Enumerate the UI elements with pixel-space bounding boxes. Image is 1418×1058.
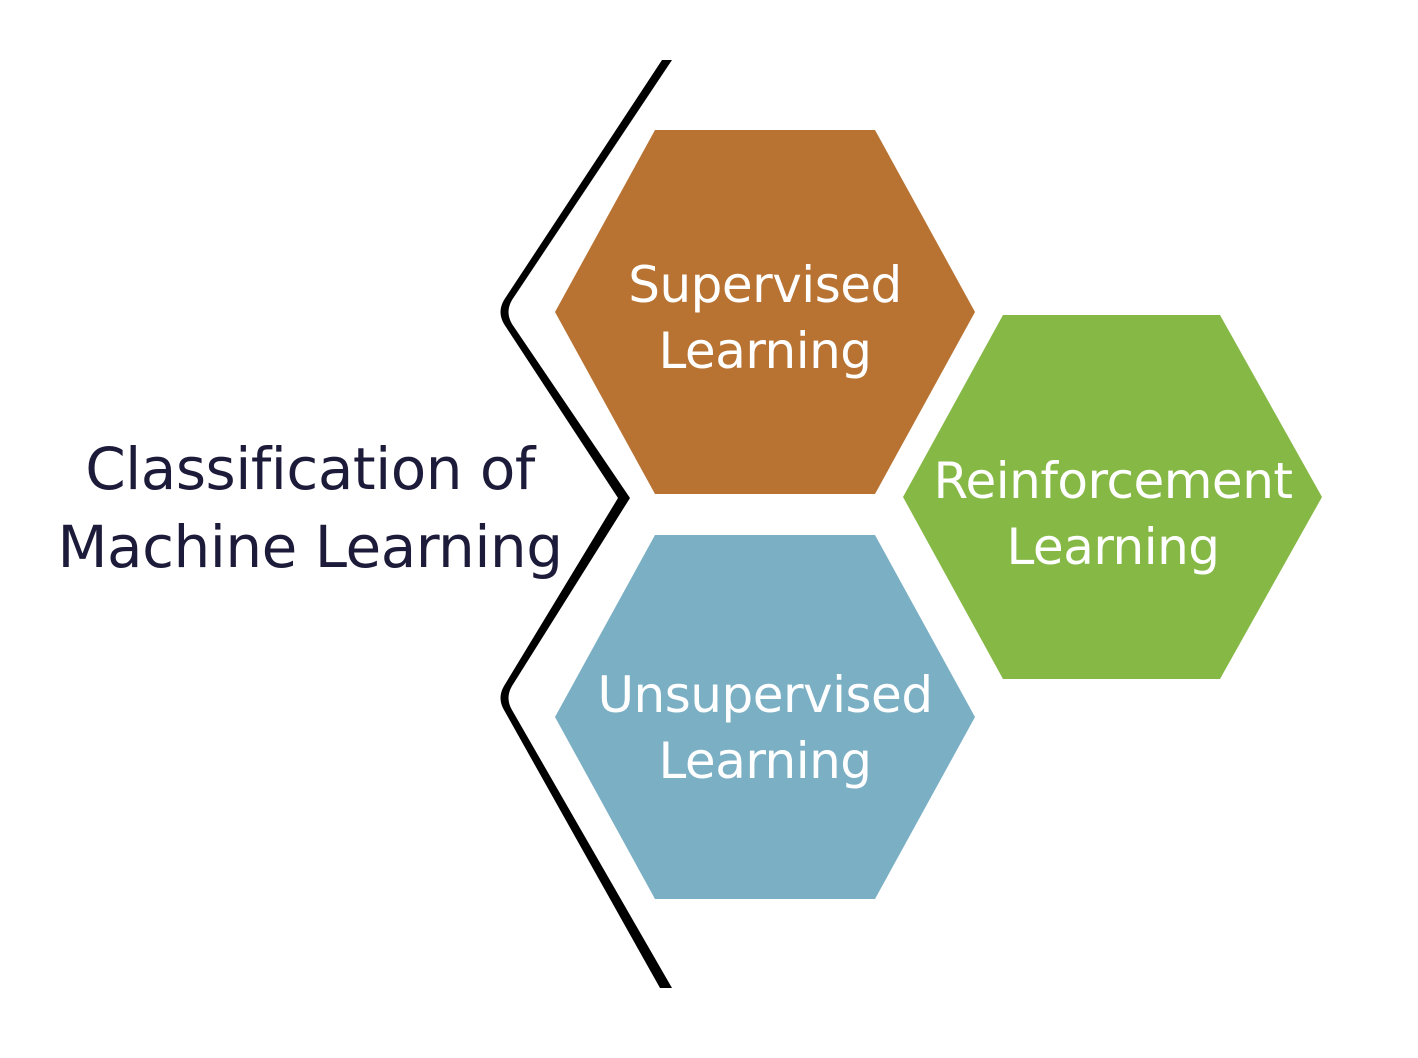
title-line-1: Classification of [85, 435, 535, 503]
unsupervised-label-line-1: Unsupervised [597, 666, 933, 724]
supervised-learning-label: Supervised Learning [555, 252, 975, 384]
reinforcement-label-line-2: Learning [1006, 518, 1220, 576]
unsupervised-learning-label: Unsupervised Learning [555, 662, 975, 794]
supervised-label-line-1: Supervised [628, 256, 902, 314]
hexagon-supervised [555, 130, 975, 494]
hexagon-reinforcement [903, 315, 1322, 679]
diagram-title: Classification of Machine Learning [40, 430, 580, 586]
unsupervised-label-line-2: Learning [658, 732, 872, 790]
reinforcement-learning-label: Reinforcement Learning [903, 448, 1323, 580]
title-line-2: Machine Learning [57, 513, 563, 581]
hexagon-unsupervised [555, 535, 975, 899]
supervised-label-line-2: Learning [658, 322, 872, 380]
reinforcement-label-line-1: Reinforcement [933, 452, 1293, 510]
